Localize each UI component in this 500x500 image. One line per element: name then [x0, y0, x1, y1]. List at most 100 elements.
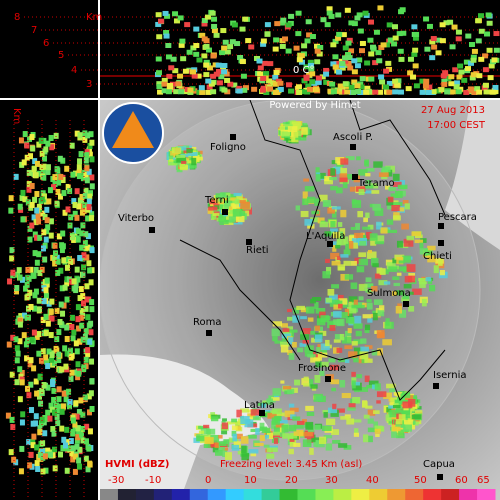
profile-cell [19, 379, 25, 386]
echo [227, 206, 233, 211]
profile-cell [52, 174, 58, 181]
profile-cell [213, 32, 220, 38]
unit: Km [11, 108, 22, 124]
profile-cell [397, 48, 404, 54]
echo [387, 229, 398, 233]
echo [338, 443, 348, 448]
profile-cell [85, 233, 91, 240]
echo [208, 206, 218, 211]
profile-cell [78, 286, 84, 293]
profile-cell [83, 328, 89, 335]
region-border [349, 100, 446, 216]
echo [351, 260, 357, 266]
profile-cell [267, 86, 274, 92]
echo [292, 315, 300, 323]
profile-cell [6, 341, 12, 348]
echo [364, 190, 372, 194]
city-label: Pescara [438, 212, 477, 223]
profile-cell [423, 78, 430, 84]
profile-cell [215, 62, 222, 68]
profile-cell [89, 174, 95, 181]
profile-cell [266, 78, 273, 84]
profile-cell [56, 357, 62, 364]
profile-cell [285, 48, 292, 54]
profile-cell [220, 28, 227, 34]
profile-cell [76, 164, 82, 171]
echo [358, 296, 364, 301]
echo [392, 424, 401, 432]
profile-cell [193, 26, 200, 32]
profile-cell [62, 442, 68, 449]
profile-cell [161, 88, 168, 94]
echo [302, 191, 308, 199]
profile-cell [323, 71, 330, 77]
profile-cell [164, 13, 171, 19]
profile-cell [10, 334, 16, 341]
product: HVMI (dBZ) [105, 459, 169, 470]
profile-cell [83, 231, 89, 238]
echo [215, 450, 223, 456]
profile-cell [49, 406, 55, 413]
echo [332, 347, 340, 354]
profile-cell [87, 338, 93, 345]
echo [346, 418, 355, 425]
echo [348, 351, 358, 358]
profile-cell [44, 217, 50, 224]
echo [390, 397, 399, 404]
echo [198, 425, 208, 429]
profile-cell [224, 77, 231, 83]
echo [329, 177, 337, 181]
profile-cell [475, 18, 482, 24]
echo [241, 445, 247, 454]
region-border [179, 239, 301, 361]
scale-label: -10 [145, 475, 161, 486]
echo [351, 419, 362, 423]
echo [288, 353, 295, 360]
echo [367, 249, 373, 254]
profile-cell [64, 350, 70, 357]
profile-cell [40, 348, 46, 355]
echo [293, 424, 304, 429]
profile-cell [272, 46, 279, 52]
echo [233, 192, 242, 197]
profile-cell [77, 446, 83, 453]
profile-cell [69, 352, 75, 359]
profile-cell [79, 244, 85, 251]
echo [232, 208, 242, 217]
profile-cell [443, 20, 450, 26]
profile-cell [64, 336, 70, 343]
echo [348, 302, 354, 310]
profile-cell [80, 222, 86, 229]
echo [230, 197, 237, 201]
time: 17:00 CEST [427, 120, 486, 131]
profile-cell [309, 79, 316, 85]
profile-cell [5, 412, 11, 419]
profile-cell [72, 421, 78, 428]
echo [236, 194, 243, 201]
echo [372, 263, 379, 268]
echo [354, 315, 362, 324]
profile-cell [470, 72, 477, 78]
profile-cell [19, 161, 25, 168]
profile-cell [48, 232, 54, 239]
echo [287, 349, 293, 355]
echo [374, 425, 383, 432]
echo [382, 166, 391, 173]
profile-cell [82, 202, 88, 209]
echo [288, 329, 298, 333]
echo [303, 178, 310, 182]
echo [367, 318, 373, 323]
echo [292, 342, 297, 348]
profile-cell [367, 19, 374, 25]
echo [393, 181, 402, 187]
echo [337, 222, 343, 227]
echo [386, 383, 396, 389]
echo [247, 434, 257, 439]
profile-cell [8, 195, 14, 202]
profile-cell [35, 212, 41, 219]
profile-cell [9, 416, 15, 423]
profile-cell [24, 154, 30, 161]
profile-cell [482, 67, 489, 73]
profile-cell [87, 428, 93, 435]
profile-cell [73, 340, 79, 347]
